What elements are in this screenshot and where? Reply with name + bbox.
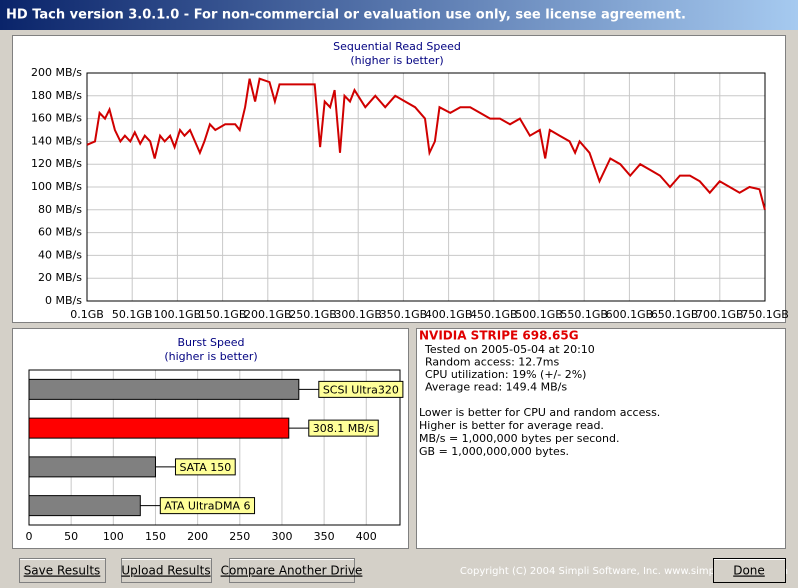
x-tick-label: 650.1GB xyxy=(651,308,699,321)
y-tick-label: 140 MB/s xyxy=(31,134,82,147)
x-tick-label: 150 xyxy=(145,530,166,543)
x-tick-label: 550.1GB xyxy=(560,308,608,321)
x-tick-label: 300 xyxy=(271,530,292,543)
bar-label: SCSI Ultra320 xyxy=(323,383,399,396)
x-tick-label: 0.1GB xyxy=(70,308,104,321)
x-tick-label: 400 xyxy=(356,530,377,543)
y-tick-label: 160 MB/s xyxy=(31,112,82,125)
x-tick-label: 250 xyxy=(229,530,250,543)
plot-frame xyxy=(86,72,766,302)
x-tick-label: 50 xyxy=(64,530,78,543)
button-label: Save Results xyxy=(24,564,101,578)
value-label: 308.1 MB/s xyxy=(313,422,375,435)
button[interactable]: Upload Results xyxy=(121,558,212,583)
copyright: Copyright (C) 2004 Simpli Software, Inc.… xyxy=(460,566,788,577)
x-tick-label: 400.1GB xyxy=(425,308,473,321)
label-box xyxy=(159,497,256,515)
button-label: Done xyxy=(733,564,765,578)
info-detail: Random access: 12.7ms xyxy=(425,356,560,369)
info-panel xyxy=(416,328,786,549)
button[interactable]: Save Results xyxy=(19,558,106,583)
x-tick-label: 200.1GB xyxy=(244,308,292,321)
x-tick-label: 250.1GB xyxy=(289,308,337,321)
chart-title: Burst Speed xyxy=(177,336,244,349)
info-note: Lower is better for CPU and random acces… xyxy=(419,406,660,419)
info-detail: CPU utilization: 19% (+/- 2%) xyxy=(425,368,586,381)
y-tick-label: 200 MB/s xyxy=(31,66,82,79)
bar xyxy=(28,495,141,517)
info-detail: Tested on 2005-05-04 at 20:10 xyxy=(424,343,595,356)
window-title: HD Tach version 3.0.1.0 - For non-commer… xyxy=(6,8,686,23)
bar-label: SATA 150 xyxy=(179,461,231,474)
y-tick-label: 120 MB/s xyxy=(31,157,82,170)
button[interactable]: Done xyxy=(713,558,786,583)
title-bar xyxy=(0,0,798,30)
info-note: Higher is better for average read. xyxy=(419,419,604,432)
y-tick-label: 100 MB/s xyxy=(31,180,82,193)
y-tick-label: 80 MB/s xyxy=(38,203,82,216)
label-box xyxy=(318,380,404,398)
info-detail: Average read: 149.4 MB/s xyxy=(425,381,567,394)
x-tick-label: 100 xyxy=(103,530,124,543)
x-tick-label: 0 xyxy=(26,530,33,543)
x-tick-label: 100.1GB xyxy=(154,308,202,321)
bar xyxy=(28,378,300,400)
bar-label: ATA UltraDMA 6 xyxy=(164,500,250,513)
x-tick-label: 50.1GB xyxy=(112,308,153,321)
label-box xyxy=(308,419,379,437)
bar xyxy=(28,417,290,439)
x-tick-label: 150.1GB xyxy=(199,308,247,321)
button-face xyxy=(19,558,106,583)
chart-title: Sequential Read Speed xyxy=(333,40,461,53)
button[interactable]: Compare Another Drive xyxy=(221,558,363,583)
x-tick-label: 450.1GB xyxy=(470,308,518,321)
button-face xyxy=(121,558,212,583)
y-tick-label: 40 MB/s xyxy=(38,248,82,261)
drive-name: NVIDIA STRIPE 698.65G xyxy=(419,329,579,343)
x-tick-label: 350 xyxy=(314,530,335,543)
read-line xyxy=(86,77,766,211)
read-panel xyxy=(12,35,786,323)
x-tick-label: 300.1GB xyxy=(334,308,382,321)
y-tick-label: 180 MB/s xyxy=(31,89,82,102)
x-tick-label: 350.1GB xyxy=(380,308,428,321)
x-tick-label: 750.1GB xyxy=(741,308,789,321)
x-tick-label: 500.1GB xyxy=(515,308,563,321)
y-tick-label: 60 MB/s xyxy=(38,226,82,239)
chart-subtitle: (higher is better) xyxy=(164,350,257,363)
bar xyxy=(28,456,156,478)
button-face xyxy=(713,558,786,583)
plot-frame xyxy=(28,369,401,526)
button-face xyxy=(229,558,355,583)
y-tick-label: 0 MB/s xyxy=(45,294,82,307)
info-note: GB = 1,000,000,000 bytes. xyxy=(419,445,569,458)
x-tick-label: 200 xyxy=(187,530,208,543)
x-tick-label: 700.1GB xyxy=(696,308,744,321)
button-label: Compare Another Drive xyxy=(221,564,363,578)
button-label: Upload Results xyxy=(121,564,210,578)
y-tick-label: 20 MB/s xyxy=(38,271,82,284)
chart-subtitle: (higher is better) xyxy=(350,54,443,67)
info-note: MB/s = 1,000,000 bytes per second. xyxy=(419,432,619,445)
x-tick-label: 600.1GB xyxy=(606,308,654,321)
label-box xyxy=(174,458,236,476)
